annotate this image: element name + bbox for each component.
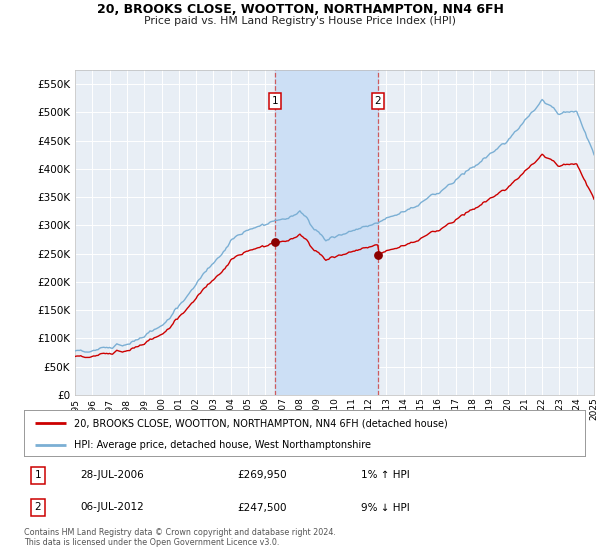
Bar (275, 70, 378, 395)
Point (373, 250, 383, 259)
Text: £247,500: £247,500 (237, 502, 287, 512)
Text: 2: 2 (374, 96, 381, 106)
Text: £269,950: £269,950 (237, 470, 287, 480)
Text: 28-JUL-2006: 28-JUL-2006 (80, 470, 144, 480)
Text: HPI: Average price, detached house, West Northamptonshire: HPI: Average price, detached house, West… (74, 440, 371, 450)
Text: 2: 2 (35, 502, 41, 512)
Text: 20, BROOKS CLOSE, WOOTTON, NORTHAMPTON, NN4 6FH (detached house): 20, BROOKS CLOSE, WOOTTON, NORTHAMPTON, … (74, 418, 448, 428)
Text: 06-JUL-2012: 06-JUL-2012 (80, 502, 144, 512)
Text: Price paid vs. HM Land Registry's House Price Index (HPI): Price paid vs. HM Land Registry's House … (144, 16, 456, 26)
Text: 1: 1 (272, 96, 278, 106)
Text: 9% ↓ HPI: 9% ↓ HPI (361, 502, 409, 512)
Point (271, 238, 280, 247)
Text: 1% ↑ HPI: 1% ↑ HPI (361, 470, 409, 480)
Text: 20, BROOKS CLOSE, WOOTTON, NORTHAMPTON, NN4 6FH: 20, BROOKS CLOSE, WOOTTON, NORTHAMPTON, … (97, 3, 503, 16)
Text: 1: 1 (35, 470, 41, 480)
Text: Contains HM Land Registry data © Crown copyright and database right 2024.
This d: Contains HM Land Registry data © Crown c… (24, 528, 336, 547)
